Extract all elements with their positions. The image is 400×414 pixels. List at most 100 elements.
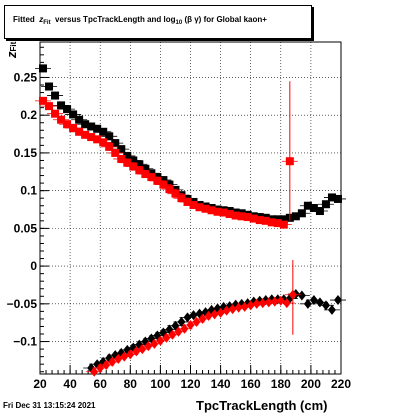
- data-point-diamond: [210, 309, 219, 320]
- data-point-square: [105, 142, 114, 151]
- title-suffix: for Global kaon+: [203, 15, 267, 24]
- data-point-diamond: [108, 356, 117, 367]
- y-tick-label: −0.1: [13, 335, 37, 349]
- data-point-square: [327, 193, 336, 202]
- data-point-square: [225, 210, 234, 219]
- data-point-square: [111, 139, 120, 148]
- data-point-square: [87, 133, 96, 142]
- data-point-square: [333, 194, 342, 203]
- data-point-square: [63, 120, 72, 129]
- data-point-diamond: [333, 295, 342, 306]
- title-log-sub: 10: [175, 20, 183, 26]
- data-point-diamond: [177, 316, 186, 327]
- data-point-diamond: [327, 304, 336, 315]
- y-tick-label: 0.15: [14, 146, 38, 160]
- data-point-square: [159, 176, 168, 185]
- data-point-diamond: [252, 298, 261, 309]
- data-point-square: [129, 156, 138, 165]
- title-bg: (β γ): [184, 15, 202, 24]
- data-point-square: [303, 201, 312, 210]
- y-axis-label: zFit: [4, 42, 19, 58]
- data-point-diamond: [90, 366, 99, 377]
- data-point-diamond: [258, 298, 267, 309]
- data-point-diamond: [102, 359, 111, 370]
- x-tick-label: 20: [33, 377, 47, 391]
- data-point-diamond: [204, 310, 213, 321]
- title-prefix: Fitted: [13, 15, 35, 24]
- data-point-square: [201, 204, 210, 213]
- data-point-square: [141, 164, 150, 173]
- chart-title: Fitted zFit versus TpcTrackLength and lo…: [13, 15, 267, 26]
- data-point-square: [195, 203, 204, 212]
- x-tick-label: 200: [301, 377, 321, 391]
- y-tick-label: −0.05: [7, 297, 38, 311]
- data-point-square: [279, 220, 288, 229]
- data-point-diamond: [240, 301, 249, 312]
- data-point-square: [81, 130, 90, 139]
- data-point-square: [75, 115, 84, 124]
- data-point-square: [105, 132, 114, 141]
- data-point-square: [135, 160, 144, 169]
- data-point-square: [99, 127, 108, 136]
- data-point-square: [213, 207, 222, 216]
- data-point-diamond: [315, 297, 324, 308]
- data-point-diamond: [126, 349, 135, 360]
- data-point-square: [255, 216, 264, 225]
- data-point-diamond: [282, 298, 291, 309]
- data-point-diamond: [180, 323, 189, 334]
- x-tick-label: 160: [241, 377, 261, 391]
- data-point-diamond: [246, 300, 255, 311]
- data-point-square: [309, 204, 318, 212]
- data-point-square: [189, 200, 198, 209]
- y-tick-label: 0.25: [14, 70, 38, 84]
- data-point-square: [249, 214, 258, 223]
- x-tick-label: 180: [271, 377, 291, 391]
- data-point-square: [141, 170, 150, 179]
- data-point-square: [159, 180, 168, 189]
- data-point-square: [51, 109, 60, 118]
- data-point-square: [171, 189, 180, 198]
- y-axis-label-z: z: [4, 51, 19, 59]
- data-point-diamond: [96, 362, 105, 373]
- data-point-diamond: [234, 302, 243, 313]
- data-point-square: [117, 154, 126, 163]
- data-point-square: [285, 157, 294, 166]
- data-point-square: [69, 110, 78, 119]
- data-point-square: [63, 105, 72, 114]
- data-point-square: [129, 162, 138, 171]
- data-point-square: [147, 173, 156, 182]
- data-point-square: [135, 166, 144, 175]
- data-point-square: [219, 208, 228, 217]
- y-tick-label: 0: [30, 259, 37, 273]
- data-point-diamond: [192, 316, 201, 327]
- y-tick-label: 0.05: [14, 221, 38, 235]
- data-point-square: [69, 124, 78, 133]
- data-point-diamond: [168, 329, 177, 340]
- x-tick-label: 140: [211, 377, 231, 391]
- x-axis-label: TpcTrackLength (cm): [196, 398, 328, 413]
- data-point-diamond: [222, 305, 231, 316]
- data-point-square: [99, 138, 108, 147]
- data-point-square: [267, 218, 276, 227]
- y-tick-label: 0.1: [20, 184, 37, 198]
- title-middle: versus TpcTrackLength and log: [55, 15, 176, 24]
- data-point-diamond: [228, 304, 237, 315]
- x-tick-label: 120: [180, 377, 200, 391]
- x-tick-label: 60: [94, 377, 108, 391]
- data-point-square: [165, 185, 174, 194]
- timestamp: Fri Dec 31 13:15:24 2021: [3, 401, 96, 410]
- data-point-diamond: [186, 319, 195, 330]
- data-point-square: [93, 135, 102, 144]
- data-point-diamond: [174, 326, 183, 337]
- data-point-diamond: [189, 310, 198, 321]
- data-point-diamond: [303, 298, 312, 309]
- title-z: z: [39, 15, 44, 24]
- data-point-square: [45, 102, 54, 111]
- data-point-square: [123, 151, 132, 160]
- data-point-square: [273, 219, 282, 228]
- data-point-square: [321, 200, 330, 209]
- data-point-square: [153, 176, 162, 185]
- title-z-sub: Fit: [43, 20, 51, 26]
- data-point-square: [291, 212, 300, 221]
- data-point-square: [81, 120, 90, 129]
